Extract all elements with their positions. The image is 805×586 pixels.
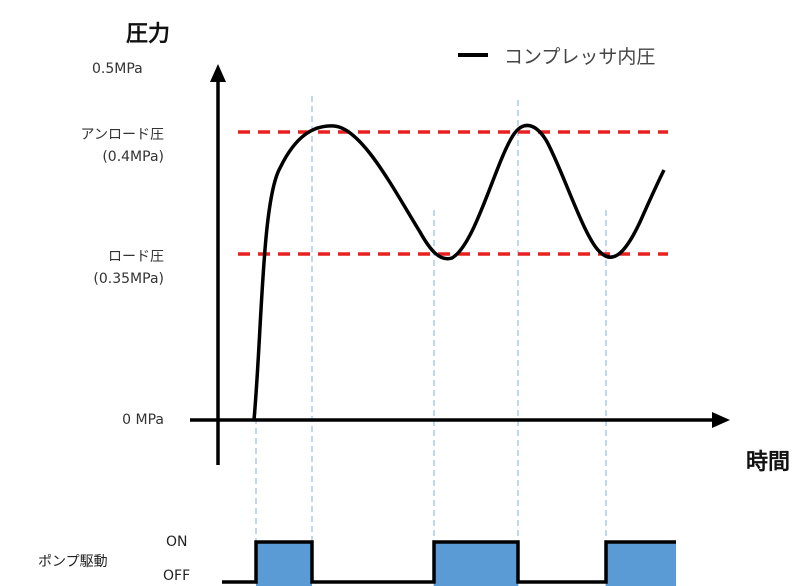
load-pressure-value: (0.35MPa) (93, 271, 164, 287)
unload-pressure-value: (0.4MPa) (102, 149, 164, 165)
y-axis-title: 圧力 (126, 16, 170, 48)
pump-on-pulse-3 (606, 542, 676, 586)
x-axis (190, 412, 730, 428)
unload-pressure-label: アンロード圧 (81, 124, 164, 144)
pump-drive-label: ポンプ駆動 (38, 551, 108, 571)
pump-off-label: OFF (163, 568, 190, 584)
pump-signal (222, 542, 676, 586)
y-axis (210, 64, 226, 465)
pump-on-label: ON (166, 534, 188, 550)
y-zero-label: 0 MPa (122, 412, 164, 428)
legend-label: コンプレッサ内圧 (504, 42, 655, 69)
x-axis-title: 時間 (746, 444, 790, 476)
x-axis-arrow-icon (712, 412, 730, 428)
load-pressure-label: ロード圧 (108, 246, 164, 266)
y-axis-arrow-icon (210, 64, 226, 82)
pump-on-pulse-2 (434, 542, 518, 586)
timing-guide-lines (256, 96, 606, 586)
compressor-pressure-curve (254, 125, 664, 420)
y-max-label: 0.5MPa (92, 61, 162, 77)
pump-on-pulse-1 (256, 542, 312, 586)
